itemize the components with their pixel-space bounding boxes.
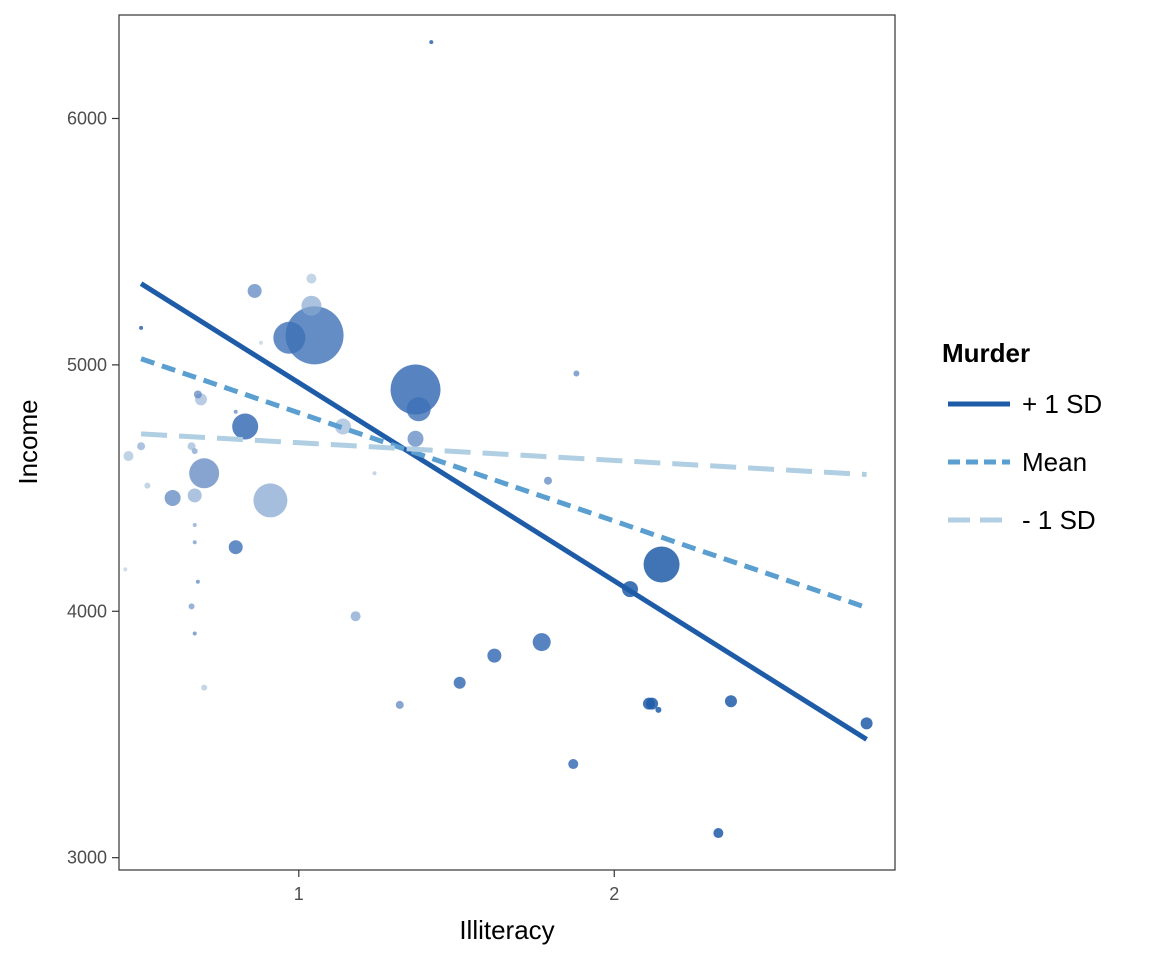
data-point bbox=[301, 295, 322, 316]
data-point bbox=[201, 684, 208, 691]
data-point bbox=[273, 321, 306, 354]
data-point bbox=[568, 759, 579, 770]
data-point bbox=[573, 370, 580, 377]
plot-background bbox=[119, 15, 895, 870]
series-line-1 bbox=[140, 356, 868, 610]
data-point bbox=[350, 611, 361, 622]
legend-label-0: + 1 SD bbox=[1022, 389, 1102, 419]
data-point bbox=[724, 695, 737, 708]
data-point bbox=[123, 567, 128, 572]
x-tick-label: 1 bbox=[294, 884, 304, 904]
plot-border bbox=[118, 14, 896, 871]
data-point bbox=[453, 676, 466, 689]
data-point bbox=[643, 546, 680, 583]
data-point bbox=[406, 397, 431, 422]
legend-label-2: - 1 SD bbox=[1022, 505, 1096, 535]
data-point bbox=[306, 273, 317, 284]
series-line-2 bbox=[140, 431, 867, 478]
data-point bbox=[139, 325, 144, 330]
data-point bbox=[191, 448, 198, 455]
data-point bbox=[123, 451, 134, 462]
data-point bbox=[164, 489, 181, 506]
y-tick-label: 3000 bbox=[67, 848, 107, 868]
data-point bbox=[487, 648, 502, 663]
lines-layer bbox=[139, 281, 868, 742]
legend: Murder + 1 SD Mean - 1 SD bbox=[942, 338, 1102, 535]
data-point bbox=[187, 488, 202, 503]
data-point bbox=[253, 483, 288, 518]
data-point bbox=[544, 476, 553, 485]
data-point bbox=[429, 40, 434, 45]
data-point bbox=[532, 633, 551, 652]
y-axis: 3000 4000 5000 6000 bbox=[67, 108, 119, 868]
data-point bbox=[192, 631, 197, 636]
legend-entries: + 1 SD Mean - 1 SD bbox=[948, 389, 1102, 535]
data-point bbox=[187, 442, 196, 451]
data-point bbox=[189, 458, 220, 489]
data-point bbox=[137, 442, 146, 451]
legend-label-1: Mean bbox=[1022, 447, 1087, 477]
data-point bbox=[395, 700, 404, 709]
data-point bbox=[232, 413, 259, 440]
data-point bbox=[193, 390, 202, 399]
data-point bbox=[192, 523, 197, 528]
data-point bbox=[258, 340, 263, 345]
plot-panel bbox=[119, 15, 895, 870]
data-point bbox=[372, 471, 377, 476]
data-point bbox=[188, 603, 195, 610]
data-point bbox=[407, 430, 424, 447]
data-point bbox=[144, 482, 151, 489]
y-tick-label: 4000 bbox=[67, 601, 107, 621]
data-point bbox=[233, 409, 238, 414]
data-point bbox=[646, 697, 659, 710]
data-point bbox=[334, 418, 351, 435]
x-tick-label: 2 bbox=[609, 884, 619, 904]
x-axis-title: Illiteracy bbox=[459, 915, 554, 945]
data-point bbox=[655, 706, 662, 713]
data-point bbox=[285, 306, 344, 365]
data-point bbox=[228, 540, 243, 555]
data-point bbox=[195, 579, 200, 584]
data-point bbox=[247, 283, 262, 298]
legend-title: Murder bbox=[942, 338, 1030, 368]
y-tick-label: 5000 bbox=[67, 355, 107, 375]
y-axis-title: Income bbox=[13, 399, 43, 484]
y-tick-label: 6000 bbox=[67, 108, 107, 128]
series-line-0 bbox=[139, 281, 868, 742]
points-layer bbox=[123, 40, 873, 839]
data-point bbox=[860, 717, 873, 730]
data-point bbox=[713, 828, 724, 839]
data-point bbox=[192, 540, 197, 545]
